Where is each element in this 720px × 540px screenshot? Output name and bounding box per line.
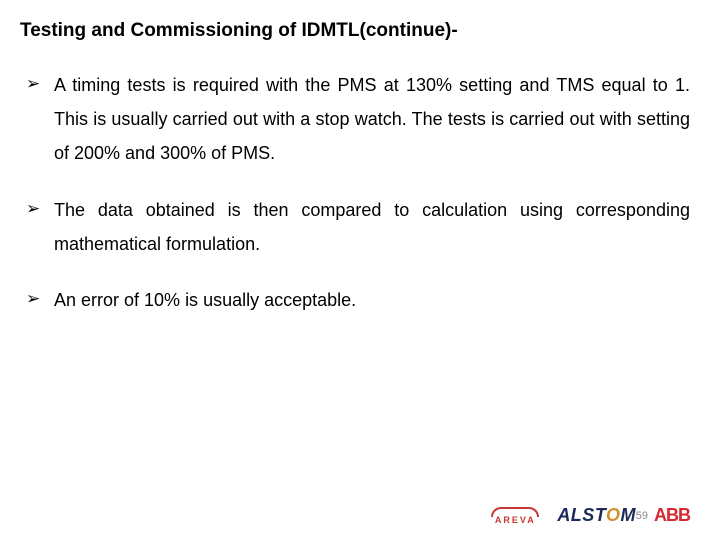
bullet-list: A timing tests is required with the PMS … — [20, 68, 690, 317]
areva-text: AREVA — [495, 515, 536, 525]
areva-logo: AREVA — [491, 507, 539, 525]
alstom-logo: ALSTOM — [557, 505, 636, 526]
bullet-item: An error of 10% is usually acceptable. — [26, 283, 690, 317]
alstom-text-post: M — [621, 505, 637, 525]
logo-footer: AREVA ALSTOM ABB — [491, 505, 690, 526]
slide-title: Testing and Commissioning of IDMTL(conti… — [20, 20, 690, 42]
alstom-text-pre: ALST — [557, 505, 606, 525]
bullet-item: The data obtained is then compared to ca… — [26, 193, 690, 261]
alstom-text-o: O — [606, 505, 621, 525]
abb-logo: ABB — [654, 505, 690, 526]
bullet-item: A timing tests is required with the PMS … — [26, 68, 690, 171]
abb-text: ABB — [654, 505, 690, 526]
